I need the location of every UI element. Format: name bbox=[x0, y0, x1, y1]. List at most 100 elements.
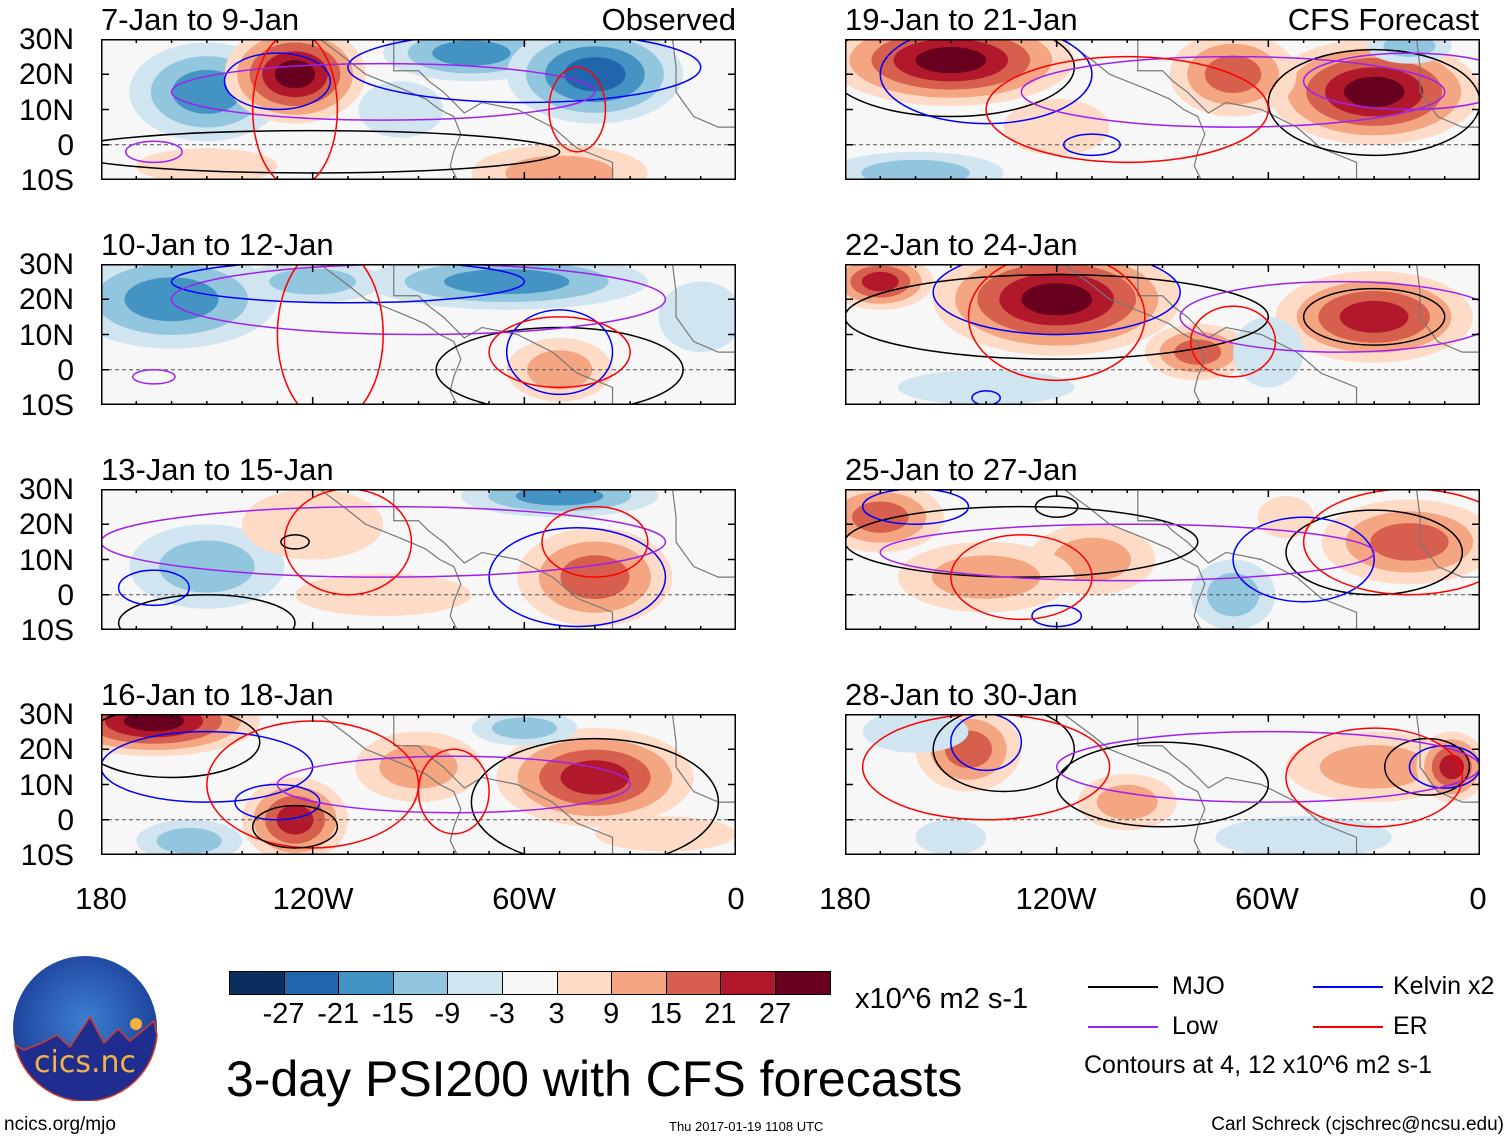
kelvin-contour bbox=[932, 264, 1181, 336]
lon-label: 60W bbox=[1235, 881, 1299, 916]
psi-anomaly-shading bbox=[915, 819, 987, 855]
psi-anomaly-shading bbox=[658, 281, 736, 353]
mjo-contour bbox=[1267, 48, 1480, 157]
lat-label: 20N bbox=[18, 283, 74, 317]
mjo-legend-line bbox=[1088, 986, 1158, 988]
lat-label: 10N bbox=[18, 318, 74, 352]
lat-label: 30N bbox=[18, 473, 74, 506]
er-contour bbox=[1189, 305, 1277, 378]
kelvin-contour bbox=[170, 264, 526, 304]
mjo-contour bbox=[1302, 287, 1446, 346]
colorbar-swatch bbox=[448, 972, 503, 994]
panel-title: 19-Jan to 21-Jan bbox=[845, 2, 1078, 37]
shading-layer bbox=[101, 264, 736, 405]
footer-author: Carl Schreck (cjschrec@ncsu.edu) bbox=[1211, 1114, 1504, 1135]
low-contour bbox=[132, 369, 176, 385]
colorbar-swatch bbox=[284, 972, 340, 994]
psi-anomaly-shading bbox=[1343, 76, 1405, 107]
lat-label: 20N bbox=[18, 58, 74, 92]
lon-label: 0 bbox=[727, 881, 745, 916]
low-contour bbox=[170, 62, 596, 121]
coastline bbox=[1137, 489, 1358, 630]
mjo-contour bbox=[101, 714, 261, 779]
coastline bbox=[1063, 489, 1206, 630]
psi-anomaly-shading bbox=[443, 269, 570, 295]
er-contour bbox=[276, 264, 384, 405]
lon-label: 180 bbox=[75, 881, 127, 916]
low-contour bbox=[879, 523, 1375, 582]
map-panel bbox=[101, 39, 736, 180]
coastline bbox=[319, 714, 462, 855]
kelvin-contour bbox=[347, 39, 702, 104]
psi-anomaly-shading bbox=[432, 40, 511, 66]
coastline bbox=[1415, 39, 1480, 128]
colorbar-swatch bbox=[557, 972, 613, 994]
psi-anomaly-shading bbox=[861, 271, 899, 292]
mjo-contour bbox=[845, 273, 1270, 360]
coastline bbox=[1137, 714, 1358, 855]
colorbar-label: 9 bbox=[603, 998, 620, 1030]
colorbar-label: -21 bbox=[317, 998, 360, 1030]
contour-note: Contours at 4, 12 x10^6 m2 s-1 bbox=[1084, 1051, 1433, 1079]
panel-title: 16-Jan to 18-Jan bbox=[101, 677, 334, 712]
lon-label: 180 bbox=[819, 881, 871, 916]
psi-anomaly-shading bbox=[274, 60, 316, 89]
psi-anomaly-shading bbox=[1319, 745, 1429, 789]
coastline bbox=[1415, 714, 1480, 803]
er-contour bbox=[283, 489, 413, 596]
lat-label: 30N bbox=[18, 248, 74, 281]
lat-label: 10S bbox=[20, 614, 74, 647]
lat-label: 0 bbox=[57, 128, 74, 162]
colorbar-label: 3 bbox=[548, 998, 565, 1030]
colorbar-swatch bbox=[612, 972, 667, 994]
er-contour bbox=[1285, 727, 1464, 828]
shading-layer bbox=[101, 714, 736, 855]
kelvin-contour bbox=[1062, 133, 1121, 157]
kelvin-legend-label: Kelvin x2 bbox=[1393, 972, 1495, 1000]
mjo-contour bbox=[251, 804, 339, 849]
colorbar-label: 27 bbox=[758, 998, 792, 1030]
coastline bbox=[393, 714, 614, 855]
er-contour bbox=[967, 264, 1146, 382]
er-contour bbox=[861, 714, 1111, 821]
psi-anomaly-shading bbox=[242, 489, 384, 560]
shading-layer bbox=[101, 39, 736, 180]
lat-label: 20N bbox=[18, 733, 74, 767]
kelvin-contour bbox=[950, 714, 1023, 772]
coastline bbox=[1137, 264, 1358, 405]
low-legend-line bbox=[1088, 1026, 1158, 1028]
lat-label: 0 bbox=[57, 803, 74, 837]
psi-anomaly-shading bbox=[1339, 300, 1409, 333]
psi-anomaly-shading bbox=[1021, 283, 1092, 316]
colorbar bbox=[229, 971, 831, 995]
mjo-contour bbox=[435, 326, 684, 405]
lon-label: 120W bbox=[1015, 881, 1097, 916]
coastline bbox=[1063, 39, 1206, 180]
lat-label: 10S bbox=[20, 389, 74, 422]
coastline bbox=[393, 264, 614, 405]
lon-label: 0 bbox=[1469, 881, 1487, 916]
lat-label: 20N bbox=[18, 508, 74, 542]
low-contour bbox=[1179, 280, 1480, 353]
cics-logo: cics.nc bbox=[13, 956, 158, 1101]
coastline bbox=[393, 39, 614, 180]
er-contour bbox=[985, 55, 1270, 164]
colorbar-label: -3 bbox=[489, 998, 515, 1030]
panel-title: 7-Jan to 9-Jan bbox=[101, 2, 300, 37]
psi-anomaly-shading bbox=[862, 714, 969, 753]
coastline bbox=[319, 39, 462, 180]
er-contour bbox=[251, 39, 339, 180]
psi-anomaly-shading bbox=[1233, 316, 1304, 388]
low-contour bbox=[1055, 730, 1480, 803]
low-contour bbox=[1302, 52, 1480, 111]
psi-anomaly-shading bbox=[897, 369, 1075, 405]
er-contour bbox=[488, 316, 631, 389]
map-panel bbox=[845, 264, 1480, 405]
psi-anomaly-shading bbox=[1215, 816, 1392, 855]
kelvin-legend-line bbox=[1313, 986, 1383, 988]
panel-title: 28-Jan to 30-Jan bbox=[845, 677, 1078, 712]
colorbar-label: 21 bbox=[704, 998, 737, 1030]
kelvin-contour bbox=[223, 52, 332, 111]
psi-anomaly-shading bbox=[1257, 496, 1315, 539]
